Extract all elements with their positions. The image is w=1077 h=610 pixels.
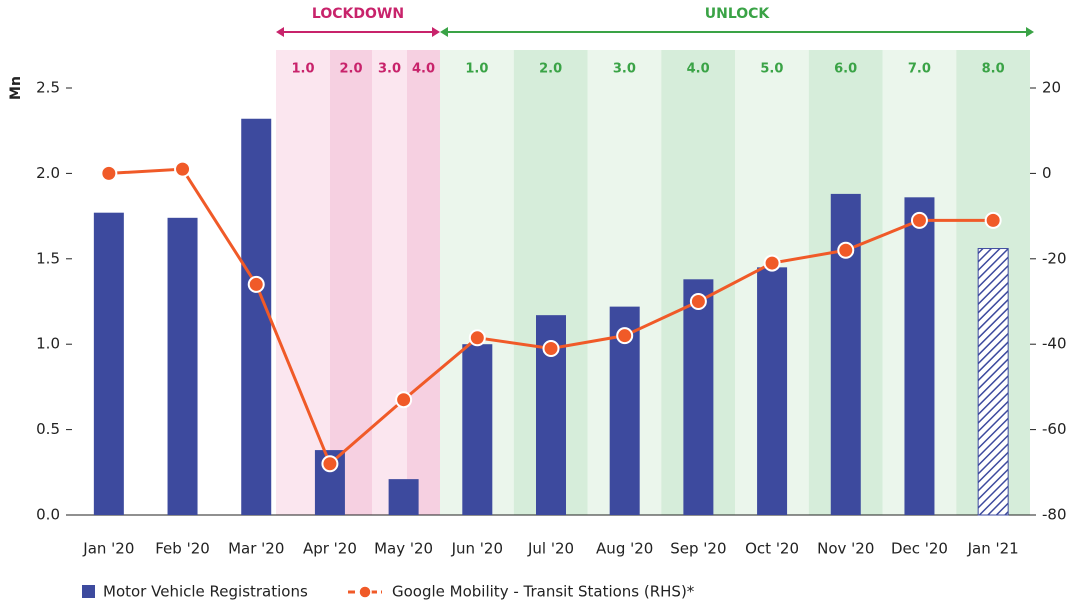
y2-tick-label: 0 bbox=[1042, 164, 1052, 182]
line-point bbox=[763, 254, 781, 272]
y-tick-label: 0.5 bbox=[36, 420, 60, 438]
y-tick-label: 1.0 bbox=[36, 335, 60, 353]
line-point bbox=[247, 275, 265, 293]
line-point bbox=[100, 164, 118, 182]
line-point bbox=[542, 339, 560, 357]
x-tick-label: Feb '20 bbox=[155, 540, 210, 558]
phase-label: 4.0 bbox=[412, 62, 435, 77]
x-tick-label: Jun '20 bbox=[451, 540, 503, 558]
x-tick-label: Aug '20 bbox=[596, 540, 653, 558]
y-tick-label: 2.5 bbox=[36, 79, 60, 97]
line-point bbox=[395, 391, 413, 409]
y2-tick-label: 20 bbox=[1042, 79, 1061, 97]
y-tick-label: 2.0 bbox=[36, 164, 60, 182]
bar bbox=[93, 212, 124, 515]
y2-tick-label: -60 bbox=[1042, 420, 1067, 438]
phase-label: 1.0 bbox=[291, 62, 314, 77]
line-point bbox=[837, 241, 855, 259]
line-point bbox=[984, 211, 1002, 229]
legend-label: Motor Vehicle Registrations bbox=[103, 583, 308, 601]
phase-label: 1.0 bbox=[465, 62, 488, 77]
phase-label: 6.0 bbox=[834, 62, 857, 77]
phase-band bbox=[276, 50, 330, 515]
line-point bbox=[468, 329, 486, 347]
phase-label: 3.0 bbox=[613, 62, 636, 77]
phase-label: 2.0 bbox=[539, 62, 562, 77]
x-tick-label: Apr '20 bbox=[303, 540, 357, 558]
y-axis-label: Mn bbox=[8, 76, 24, 100]
legend-label: Google Mobility - Transit Stations (RHS)… bbox=[392, 583, 695, 601]
x-tick-label: Jan '20 bbox=[82, 540, 134, 558]
y2-tick-label: -80 bbox=[1042, 506, 1067, 524]
bar bbox=[757, 267, 788, 515]
y2-tick-label: -20 bbox=[1042, 249, 1067, 267]
phase-band bbox=[330, 50, 372, 515]
phase-label: 7.0 bbox=[908, 62, 931, 77]
x-tick-label: Sep '20 bbox=[670, 540, 726, 558]
line-point bbox=[689, 293, 707, 310]
y-tick-label: 0.0 bbox=[36, 506, 60, 524]
legend-swatch bbox=[358, 585, 372, 599]
x-tick-label: Nov '20 bbox=[817, 540, 874, 558]
x-tick-label: Jul '20 bbox=[527, 540, 574, 558]
x-tick-label: Jan '21 bbox=[967, 540, 1019, 558]
bar bbox=[904, 197, 935, 515]
line-point bbox=[910, 211, 928, 229]
x-tick-label: Dec '20 bbox=[891, 540, 948, 558]
x-tick-label: May '20 bbox=[374, 540, 433, 558]
bar bbox=[167, 217, 198, 516]
y-tick-label: 1.5 bbox=[36, 249, 60, 267]
line-point bbox=[616, 327, 634, 345]
y2-tick-label: -40 bbox=[1042, 335, 1067, 353]
bar bbox=[683, 279, 714, 515]
phase-label: 5.0 bbox=[760, 62, 783, 77]
line-point bbox=[174, 160, 192, 178]
bar bbox=[977, 248, 1009, 516]
lockdown-label: LOCKDOWN bbox=[312, 6, 404, 22]
x-tick-label: Oct '20 bbox=[745, 540, 799, 558]
phase-label: 8.0 bbox=[982, 62, 1005, 77]
line-point bbox=[321, 455, 339, 473]
unlock-label: UNLOCK bbox=[705, 6, 771, 22]
phase-band bbox=[407, 50, 440, 515]
phase-label: 2.0 bbox=[339, 62, 362, 77]
bar bbox=[388, 479, 419, 515]
bar bbox=[241, 118, 272, 515]
phase-label: 3.0 bbox=[378, 62, 401, 77]
x-tick-label: Mar '20 bbox=[228, 540, 284, 558]
legend-swatch bbox=[82, 585, 95, 598]
phase-label: 4.0 bbox=[687, 62, 710, 77]
bar bbox=[462, 344, 493, 515]
phase-band bbox=[372, 50, 407, 515]
